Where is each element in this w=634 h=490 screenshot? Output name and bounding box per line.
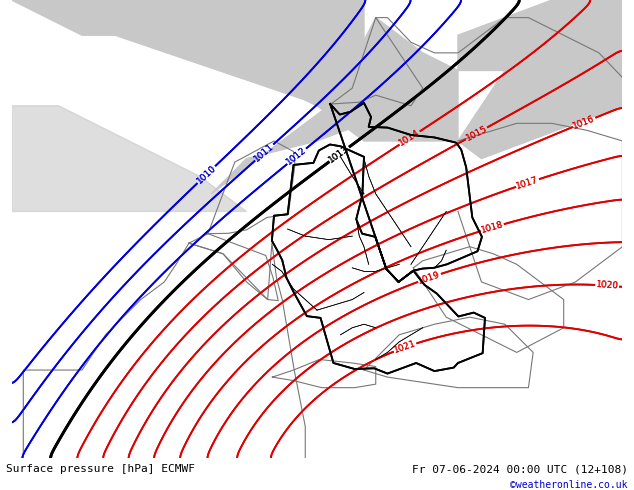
Text: 1017: 1017 — [515, 175, 540, 191]
Text: 1015: 1015 — [464, 124, 489, 143]
Text: 1013: 1013 — [327, 144, 351, 165]
Text: 1020: 1020 — [595, 280, 619, 291]
Polygon shape — [211, 18, 458, 194]
Polygon shape — [458, 18, 623, 159]
Text: 1019: 1019 — [417, 270, 442, 286]
Text: 1019: 1019 — [417, 270, 442, 286]
Text: ©weatheronline.co.uk: ©weatheronline.co.uk — [510, 480, 628, 490]
Text: 1010: 1010 — [195, 164, 218, 186]
Text: 1016: 1016 — [572, 114, 597, 131]
Polygon shape — [11, 0, 364, 106]
Polygon shape — [458, 0, 623, 71]
Text: 1021: 1021 — [392, 339, 417, 355]
Text: 1012: 1012 — [285, 146, 308, 167]
Text: Surface pressure [hPa] ECMWF: Surface pressure [hPa] ECMWF — [6, 465, 195, 474]
Text: 1017: 1017 — [515, 175, 540, 191]
Text: 1015: 1015 — [464, 124, 489, 143]
Polygon shape — [11, 0, 331, 104]
Text: 1018: 1018 — [480, 220, 505, 235]
Text: 1021: 1021 — [392, 339, 417, 355]
Text: 1012: 1012 — [285, 146, 308, 167]
Text: Fr 07-06-2024 00:00 UTC (12+108): Fr 07-06-2024 00:00 UTC (12+108) — [411, 465, 628, 474]
Polygon shape — [11, 106, 247, 212]
Text: 1016: 1016 — [572, 114, 597, 131]
Text: 1010: 1010 — [195, 164, 218, 186]
Text: 1013: 1013 — [327, 144, 351, 165]
Text: 1011: 1011 — [252, 142, 276, 164]
Text: 1014: 1014 — [398, 128, 422, 148]
Polygon shape — [247, 53, 458, 141]
Text: 1011: 1011 — [252, 142, 276, 164]
Text: 1018: 1018 — [480, 220, 505, 235]
Text: 1020: 1020 — [595, 280, 619, 291]
Text: 1014: 1014 — [398, 128, 422, 148]
